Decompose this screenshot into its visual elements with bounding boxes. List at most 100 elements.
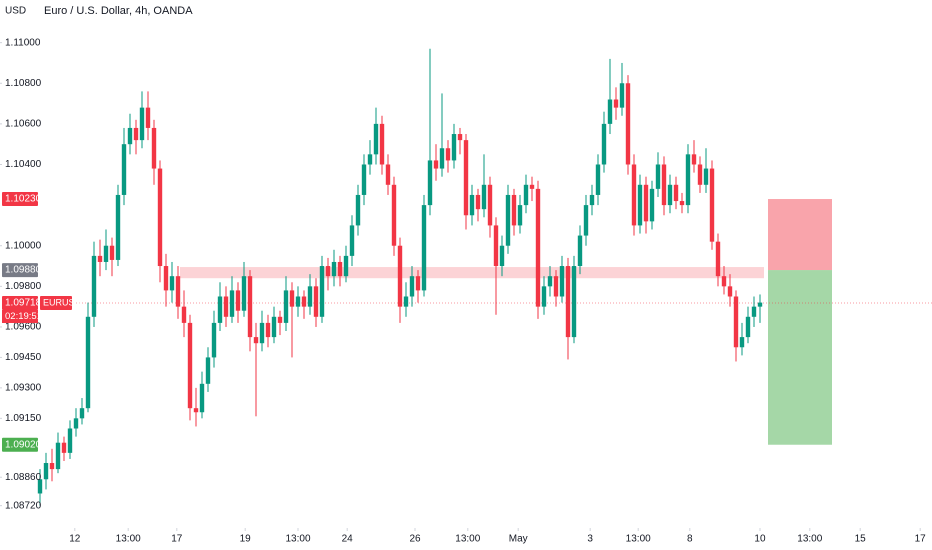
- candle-body: [625, 83, 631, 165]
- y-tick-label: 1.09150: [5, 413, 42, 424]
- candle-body: [37, 479, 43, 494]
- candle-body: [139, 107, 145, 141]
- candle-body: [415, 276, 421, 291]
- candle-body: [175, 276, 181, 307]
- candle-body: [187, 322, 193, 409]
- candle-body: [583, 205, 589, 236]
- candle-body: [151, 127, 157, 169]
- candle-body: [367, 154, 373, 165]
- candle-body: [727, 286, 733, 297]
- y-tick-label: 1.08860: [5, 472, 42, 483]
- x-tick-label: 13:00: [455, 534, 480, 545]
- candle-body: [673, 184, 679, 202]
- candle-body: [283, 290, 289, 323]
- candle-body: [691, 154, 697, 165]
- candle-body: [379, 123, 385, 165]
- candle-body: [505, 194, 511, 246]
- y-tick-label: 1.09600: [5, 322, 42, 333]
- candle-body: [679, 201, 685, 206]
- candle-body: [565, 266, 571, 338]
- candle-body: [373, 123, 379, 155]
- candle-body: [265, 322, 271, 338]
- candle-body: [391, 184, 397, 246]
- candle-body: [127, 127, 133, 145]
- candle-body: [535, 188, 541, 307]
- candle-body: [589, 194, 595, 206]
- candle-body: [145, 107, 151, 128]
- candle-body: [601, 123, 607, 165]
- candle-body: [637, 184, 643, 226]
- candle-body: [577, 235, 583, 267]
- candle-body: [631, 164, 637, 226]
- candle-body: [205, 357, 211, 384]
- candle-body: [721, 276, 727, 287]
- candle-body: [91, 255, 97, 317]
- candle-body: [607, 99, 613, 124]
- candle-body: [643, 184, 649, 222]
- y-tick-label: 1.08720: [5, 500, 42, 511]
- candle-body: [235, 290, 241, 311]
- candle-body: [241, 276, 247, 311]
- candle-body: [739, 337, 745, 348]
- candle-body: [109, 245, 115, 260]
- candle-body: [457, 134, 463, 141]
- candle-body: [571, 266, 577, 338]
- candle-body: [361, 164, 367, 195]
- candle-body: [73, 418, 79, 429]
- candle-body: [337, 261, 343, 277]
- candle-body: [475, 194, 481, 210]
- candle-body: [121, 144, 127, 195]
- y-tick-label: 1.09300: [5, 383, 42, 394]
- candle-body: [469, 194, 475, 216]
- candle-body: [547, 276, 553, 287]
- candle-body: [487, 184, 493, 226]
- candle-body: [481, 184, 487, 210]
- candle-body: [157, 168, 163, 267]
- stop-label: 1.10230: [5, 194, 42, 205]
- x-tick-label: 12: [69, 534, 81, 545]
- currency-label: USD: [5, 6, 26, 17]
- candle-body: [301, 296, 307, 307]
- y-tick-label: 1.09450: [5, 352, 42, 363]
- plot-area: [37, 48, 932, 506]
- y-tick-label: 1.10400: [5, 159, 42, 170]
- candle-body: [493, 225, 499, 267]
- candle-body: [427, 160, 433, 206]
- x-tick-label: 13:00: [797, 534, 822, 545]
- target-label-box: [2, 437, 38, 452]
- candle-body: [685, 154, 691, 206]
- candle-body: [751, 306, 757, 317]
- candle-body: [355, 194, 361, 226]
- candle-body: [559, 266, 565, 297]
- candle-body: [49, 463, 55, 470]
- candle-body: [307, 286, 313, 307]
- candle-body: [619, 83, 625, 108]
- candle-body: [229, 290, 235, 317]
- candle-body: [655, 164, 661, 189]
- candle-body: [43, 463, 49, 480]
- candle-body: [595, 164, 601, 195]
- candle-body: [103, 245, 109, 262]
- x-tick-label: 3: [587, 534, 593, 545]
- candle-body: [331, 261, 337, 277]
- y-tick-label: 1.10800: [5, 78, 42, 89]
- candle-body: [247, 276, 253, 338]
- last-price-label: 1.09718: [5, 298, 42, 309]
- stop-label-box: [2, 192, 38, 207]
- candle-body: [85, 316, 91, 409]
- y-tick-label: 1.11000: [5, 37, 41, 48]
- y-tick-label: 1.10000: [5, 240, 42, 251]
- candle-body: [517, 205, 523, 226]
- candle-body: [133, 127, 139, 141]
- countdown: 02:19:51: [5, 311, 42, 322]
- candle-body: [193, 408, 199, 413]
- candle-body: [439, 148, 445, 169]
- candle-body: [385, 164, 391, 185]
- chart-title: Euro / U.S. Dollar, 4h, OANDA: [44, 5, 193, 17]
- candle-body: [313, 286, 319, 317]
- candle-body: [211, 322, 217, 358]
- x-tick-label: 19: [240, 534, 252, 545]
- target-area: [768, 270, 832, 445]
- x-tick-label: 8: [687, 534, 693, 545]
- candle-body: [289, 290, 295, 307]
